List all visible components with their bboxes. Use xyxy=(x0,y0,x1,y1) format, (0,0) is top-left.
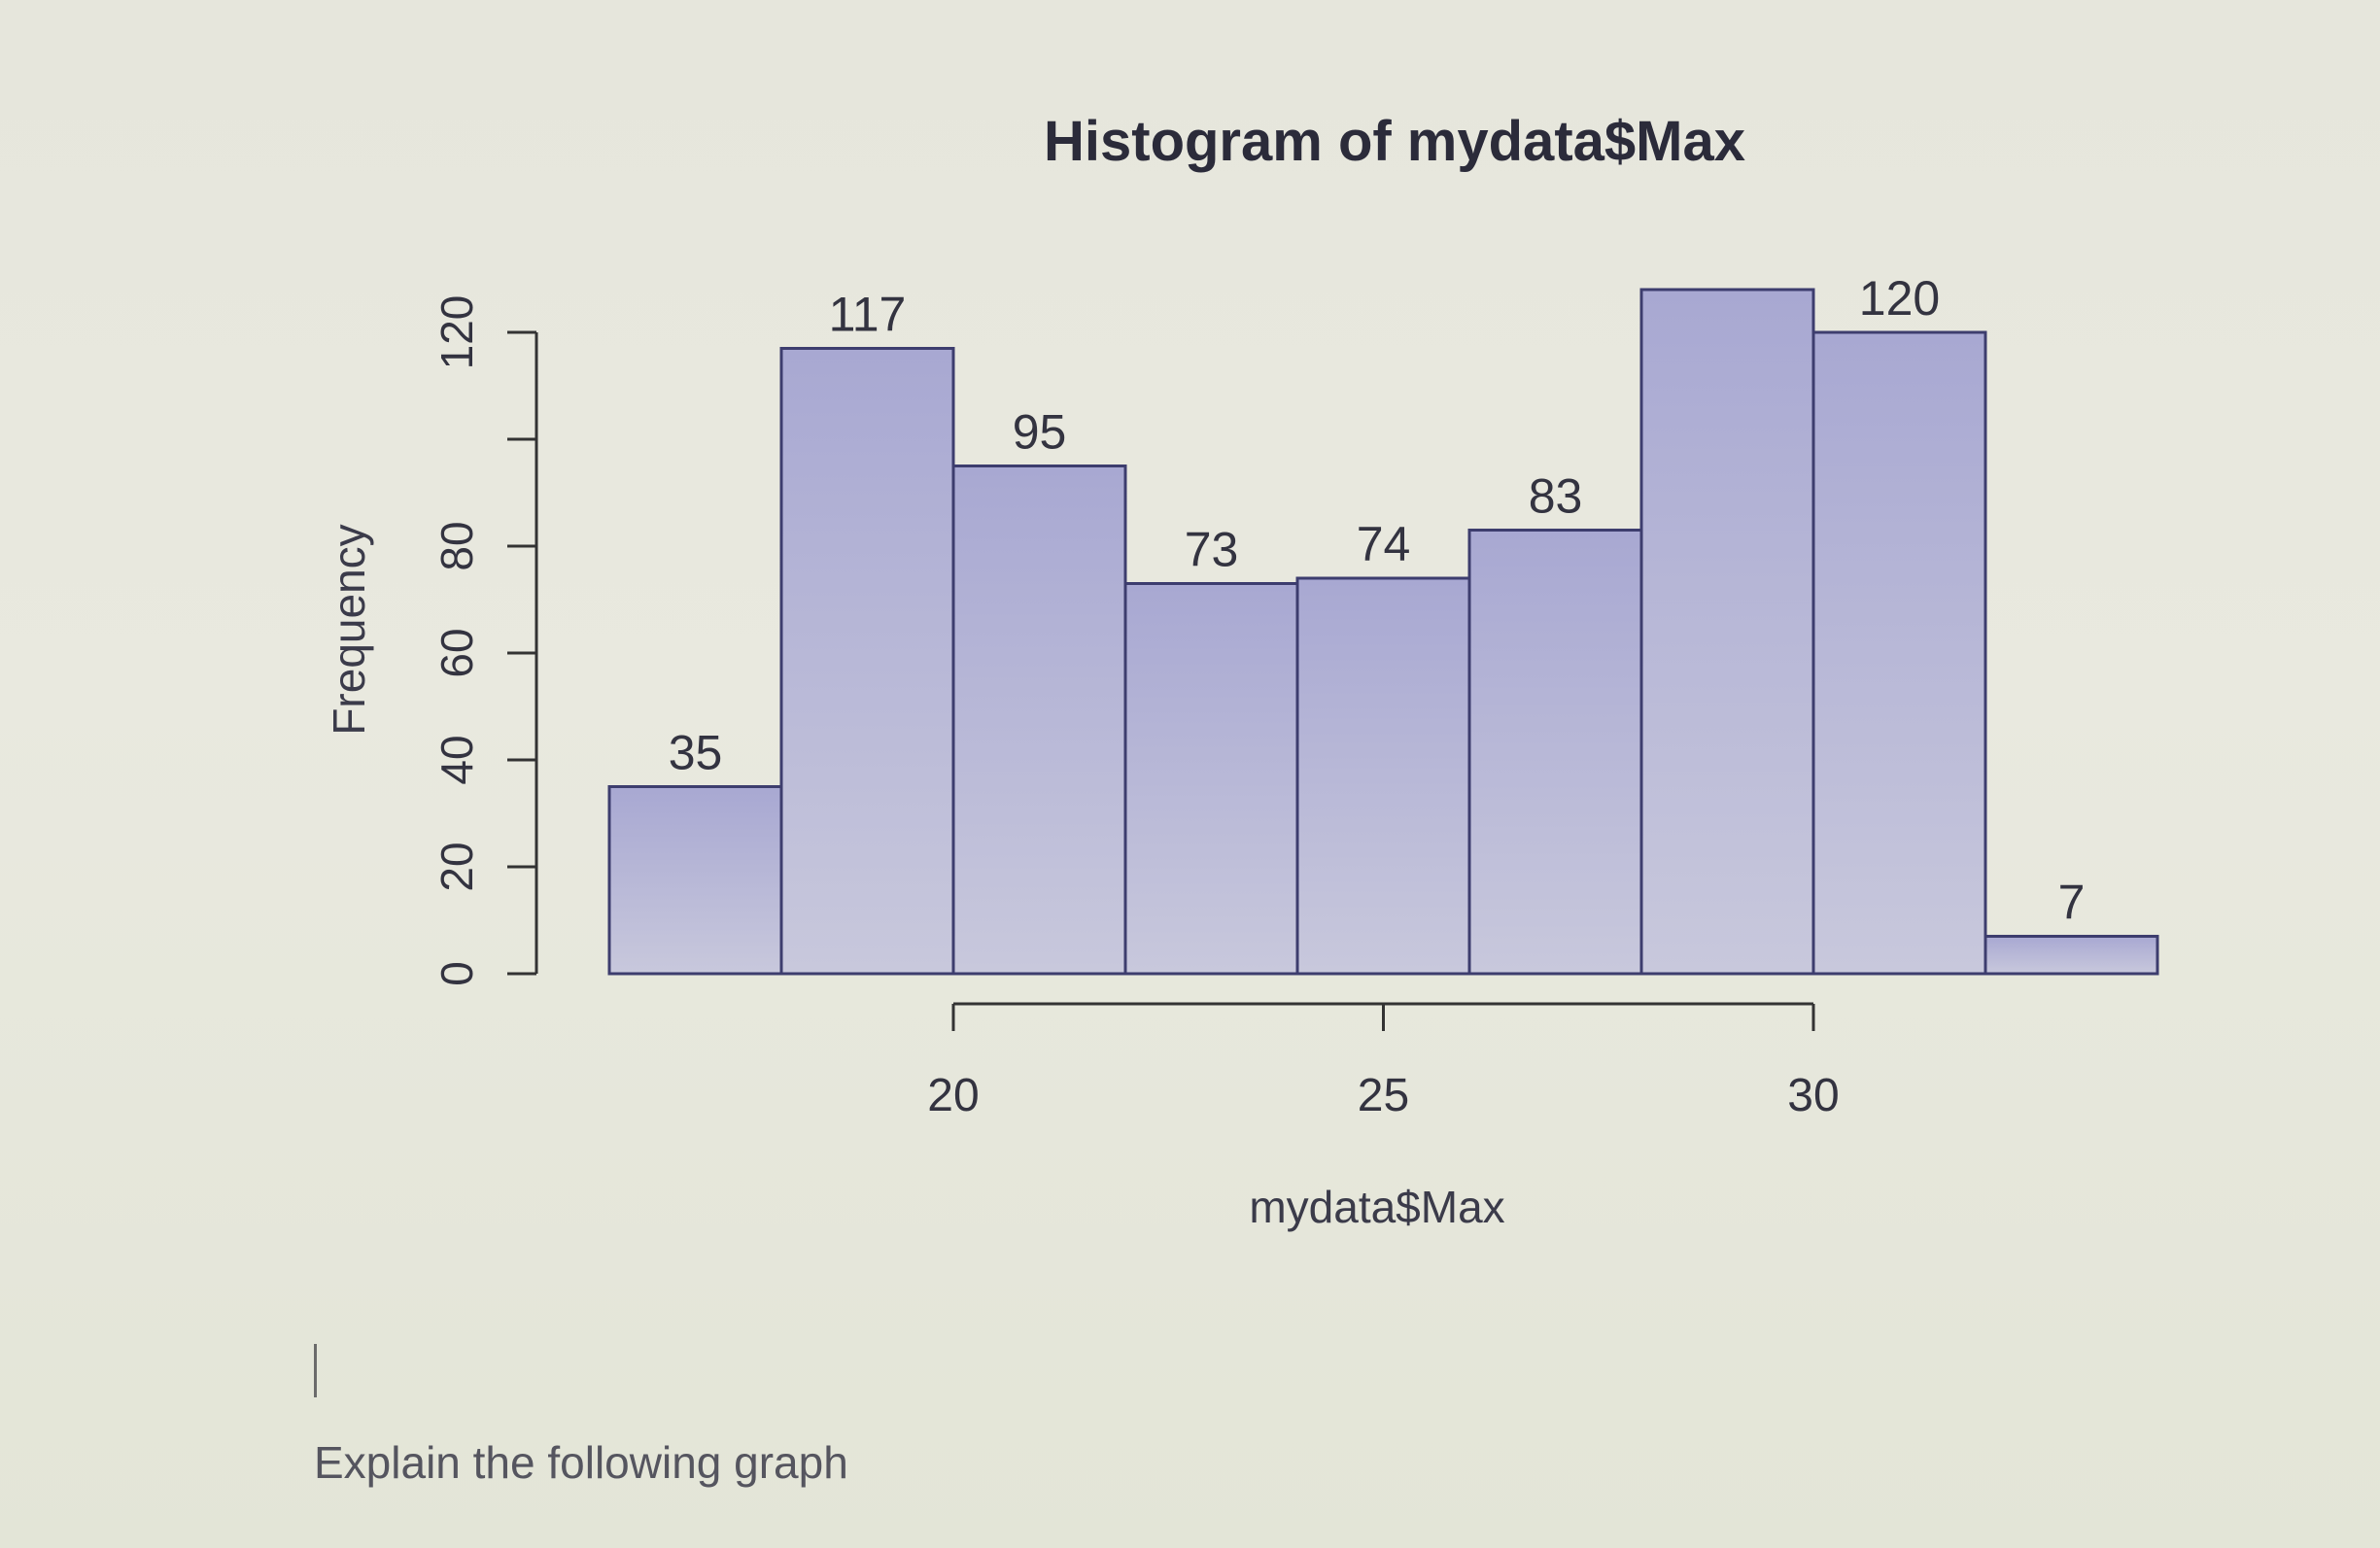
histogram-bar xyxy=(1467,529,1643,976)
bar-value-label: 83 xyxy=(1529,469,1583,524)
histogram-bar xyxy=(951,464,1127,976)
x-axis: 20 25 30 xyxy=(927,1002,1840,1121)
y-axis-label: Frequency xyxy=(324,524,374,735)
x-tick-label: 20 xyxy=(927,1070,979,1121)
bar-value-label: 7 xyxy=(2058,876,2086,930)
prompt-text: Explain the following graph xyxy=(314,1437,848,1488)
histogram-bar xyxy=(1123,582,1299,976)
bar-value-label: 117 xyxy=(829,288,907,342)
bar-value-label: 35 xyxy=(669,726,723,780)
histogram-bar xyxy=(1295,576,1471,976)
bar-value-label: 95 xyxy=(1013,405,1067,460)
y-tick-label: 120 xyxy=(431,295,482,370)
bar-value-label: 74 xyxy=(1357,517,1411,571)
bar-value-label: 73 xyxy=(1185,523,1239,577)
x-tick-label: 25 xyxy=(1358,1070,1409,1121)
bars-layer xyxy=(607,288,2159,976)
y-axis: 0 20 40 60 80 120 xyxy=(431,295,538,986)
histogram-bar xyxy=(1811,330,1987,976)
histogram-bar xyxy=(607,785,783,976)
y-tick-label: 80 xyxy=(431,521,482,570)
text-cursor xyxy=(314,1344,317,1397)
y-tick-label: 40 xyxy=(431,735,482,784)
data-labels-layer: 35 117 95 73 74 83 120 7 xyxy=(669,271,2086,930)
y-tick-label: 60 xyxy=(431,628,482,677)
y-tick-label: 20 xyxy=(431,842,482,891)
histogram-bar xyxy=(1639,288,1815,976)
chart-title: Histogram of mydata$Max xyxy=(1044,110,1745,173)
bar-value-label: 120 xyxy=(1859,271,1940,326)
y-tick-label: 0 xyxy=(431,961,482,986)
histogram-bar xyxy=(779,347,955,976)
x-axis-label: mydata$Max xyxy=(1249,1182,1504,1232)
histogram-bar xyxy=(1983,935,2159,976)
x-tick-label: 30 xyxy=(1787,1070,1839,1121)
